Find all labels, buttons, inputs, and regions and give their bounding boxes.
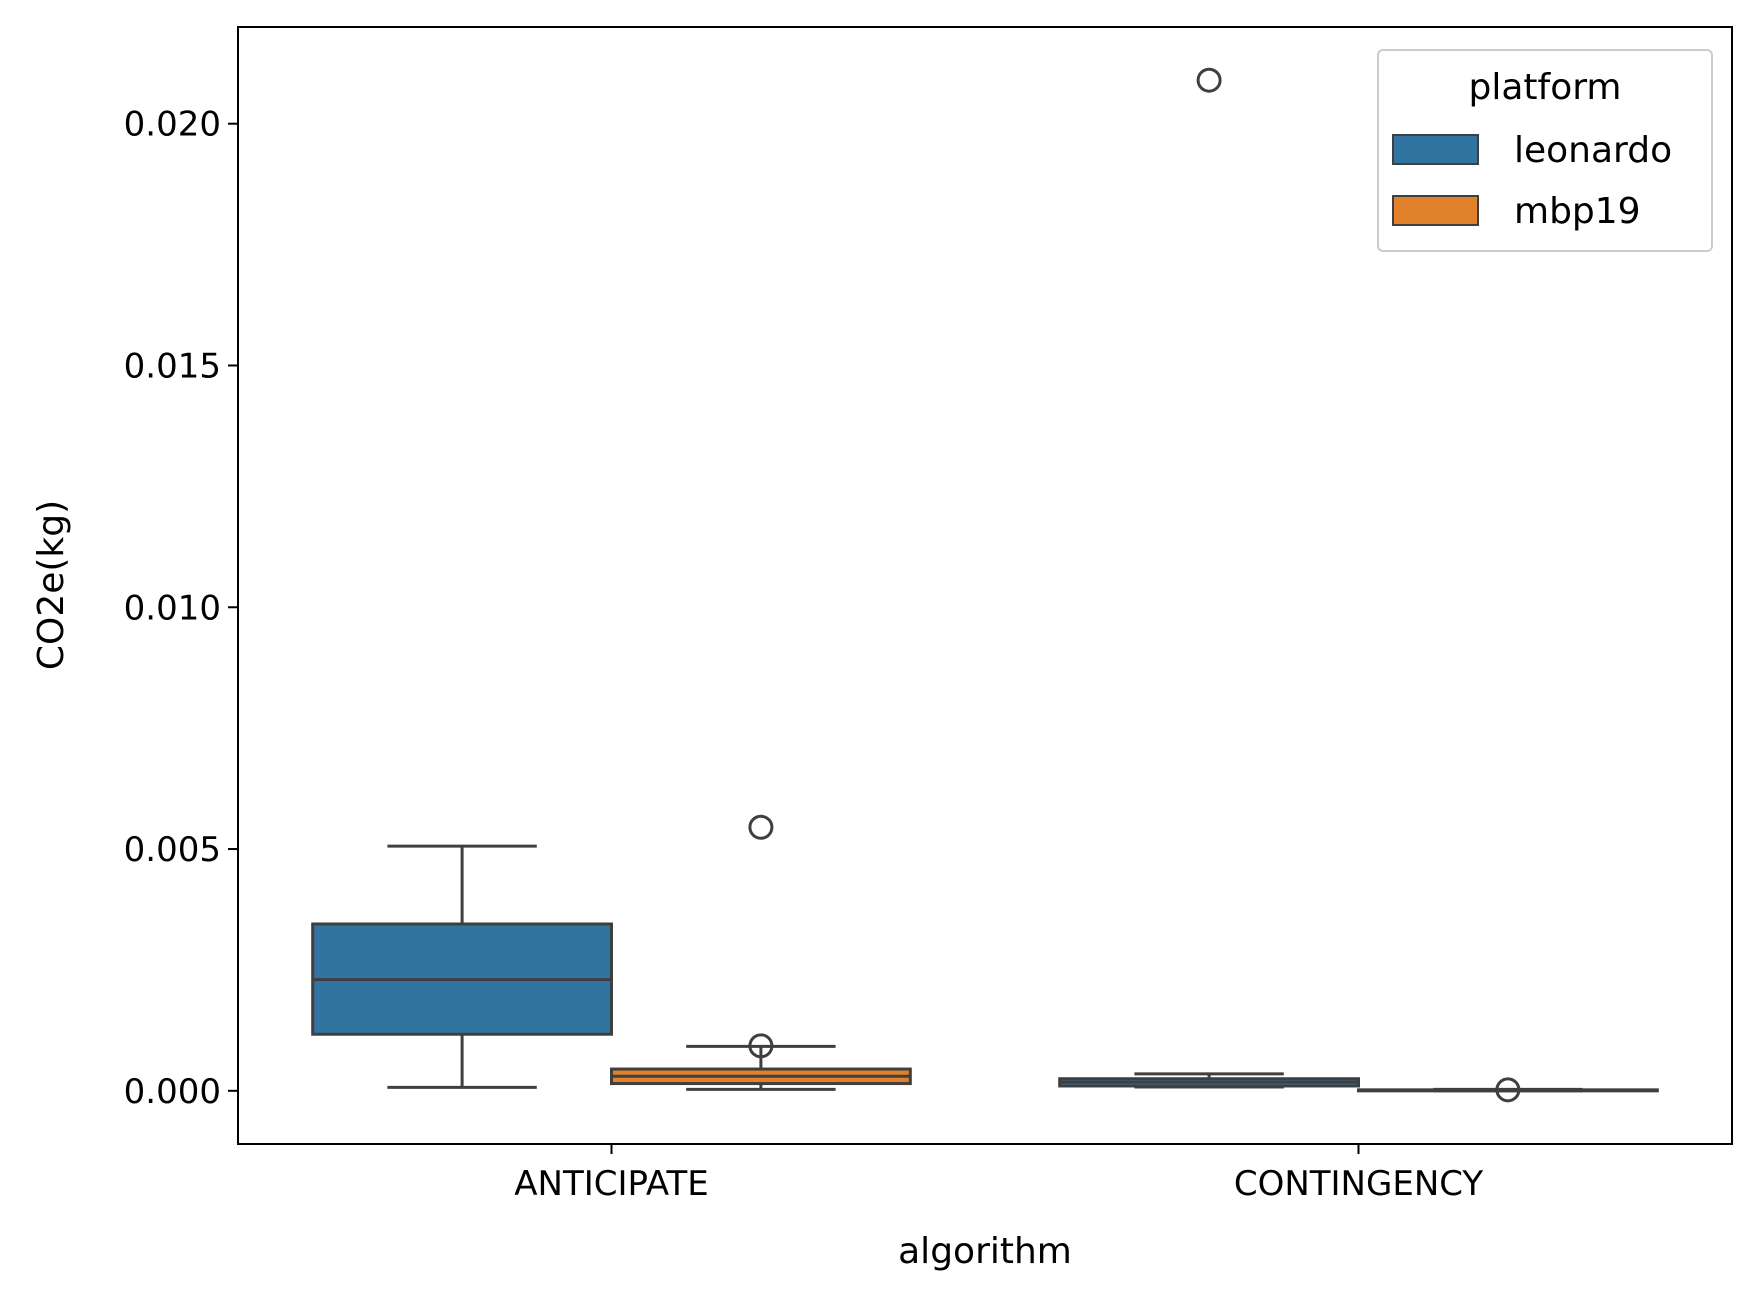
x-tick-label: ANTICIPATE (514, 1164, 708, 1204)
y-tick-label: 0.015 (124, 346, 221, 386)
legend-entry-mbp19: mbp19 (1514, 191, 1641, 232)
outlier-point (748, 814, 774, 840)
box-mbp19-anticipate (610, 814, 912, 1091)
y-tick-label: 0.005 (124, 830, 221, 870)
box-leonardo-contingency (1058, 67, 1360, 1089)
legend-swatch-mbp19 (1392, 195, 1479, 226)
boxes-layer (311, 67, 1659, 1103)
y-tick-label: 0.020 (124, 105, 221, 145)
y-tick-label: 0.000 (124, 1072, 221, 1112)
legend-entry-leonardo: leonardo (1514, 130, 1672, 171)
plot-frame (237, 26, 1733, 1145)
legend-title: platform (1469, 67, 1622, 108)
y-axis: 0.000 0.005 0.010 0.015 0.020 (124, 105, 238, 1112)
x-axis-label: algorithm (898, 1231, 1072, 1272)
outlier-point (748, 1033, 774, 1059)
legend: platform leonardo mbp19 (1377, 49, 1713, 252)
outlier-point (1495, 1077, 1521, 1103)
y-tick-label: 0.010 (124, 588, 221, 628)
outlier-point (1196, 67, 1222, 93)
x-axis: ANTICIPATE CONTINGENCY (514, 1144, 1483, 1204)
legend-swatch-leonardo (1392, 134, 1479, 165)
y-axis-label: CO2e(kg) (31, 500, 72, 670)
box-leonardo-anticipate (311, 844, 613, 1089)
x-tick-label: CONTINGENCY (1234, 1164, 1484, 1204)
box-mbp19-contingency (1357, 1077, 1659, 1103)
